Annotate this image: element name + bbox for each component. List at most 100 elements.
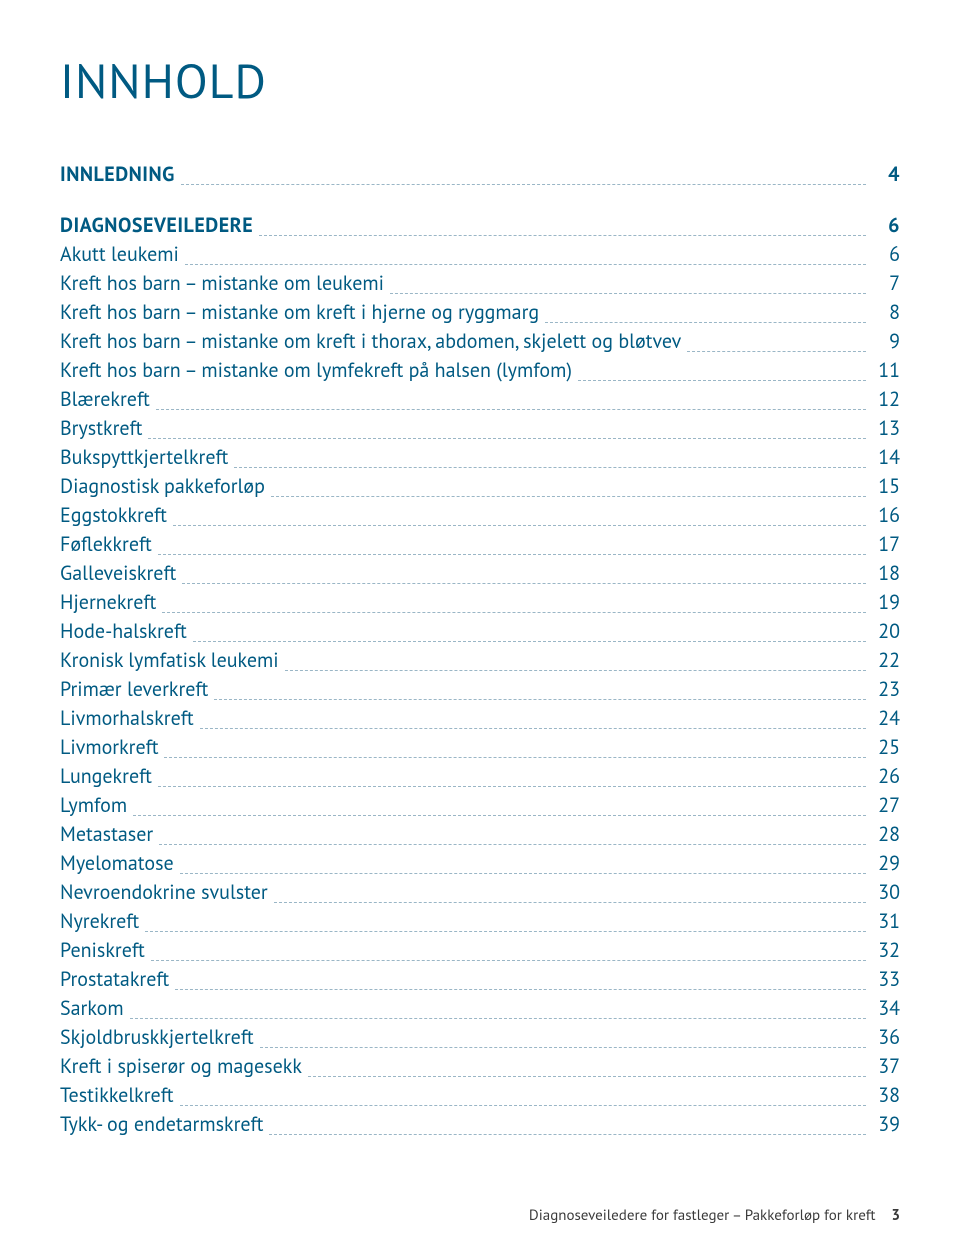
page-footer: Diagnoseveiledere for fastleger – Pakkef… bbox=[529, 1206, 900, 1225]
toc-leader-dots bbox=[173, 512, 866, 530]
toc-row: Myelomatose 29 bbox=[60, 849, 900, 878]
toc-page-number: 39 bbox=[872, 1110, 900, 1139]
toc-entry-label: Kreft i spiserør og magesekk bbox=[60, 1052, 302, 1081]
toc-row: Hode-halskreft20 bbox=[60, 617, 900, 646]
toc-entry-label: Skjoldbruskkjertelkreft bbox=[60, 1023, 254, 1052]
toc-page-number: 37 bbox=[872, 1052, 900, 1081]
toc-section-heading: DIAGNOSEVEILEDERE bbox=[60, 211, 253, 240]
toc-entry-label: Testikkelkreft bbox=[60, 1081, 174, 1110]
toc-page-number: 6 bbox=[872, 240, 900, 269]
toc-row: Tykk- og endetarmskreft39 bbox=[60, 1110, 900, 1139]
toc-leader-dots bbox=[133, 802, 866, 820]
toc-entry-label: Nyrekreft bbox=[60, 907, 139, 936]
toc-entry-label: Galleveiskreft bbox=[60, 559, 176, 588]
toc-page-number: 8 bbox=[872, 298, 900, 327]
toc-entry-label: Lymfom bbox=[60, 791, 127, 820]
toc-entry-label: Brystkreft bbox=[60, 414, 142, 443]
toc-row: Eggstokkreft 16 bbox=[60, 501, 900, 530]
toc-page-number: 13 bbox=[872, 414, 900, 443]
toc-entry-label: Myelomatose bbox=[60, 849, 174, 878]
page-title: INNHOLD bbox=[60, 50, 900, 112]
toc-page-number: 32 bbox=[872, 936, 900, 965]
toc-row: Kreft hos barn – mistanke om kreft i tho… bbox=[60, 327, 900, 356]
toc-leader-dots bbox=[214, 686, 866, 704]
toc-row: Skjoldbruskkjertelkreft36 bbox=[60, 1023, 900, 1052]
toc-entry-label: Diagnostisk pakkeforløp bbox=[60, 472, 265, 501]
toc-entry-label: Livmorkreft bbox=[60, 733, 158, 762]
toc-leader-dots bbox=[151, 947, 866, 965]
toc-leader-dots bbox=[308, 1063, 866, 1081]
toc-entry-label: Føflekkreft bbox=[60, 530, 152, 559]
toc-row: Sarkom34 bbox=[60, 994, 900, 1023]
toc-entry-label: Blærekreft bbox=[60, 385, 150, 414]
toc-page-number: 4 bbox=[872, 160, 900, 189]
toc-page-number: 12 bbox=[872, 385, 900, 414]
toc-leader-dots bbox=[145, 918, 866, 936]
toc-leader-dots bbox=[259, 222, 866, 240]
toc-page-number: 16 bbox=[872, 501, 900, 530]
toc-row: Peniskreft 32 bbox=[60, 936, 900, 965]
toc-leader-dots bbox=[285, 657, 866, 675]
toc-leader-dots bbox=[234, 454, 866, 472]
toc-spacer bbox=[60, 189, 900, 211]
toc-row: Diagnostisk pakkeforløp15 bbox=[60, 472, 900, 501]
toc-leader-dots bbox=[180, 860, 866, 878]
toc-page-number: 14 bbox=[872, 443, 900, 472]
toc-leader-dots bbox=[274, 889, 866, 907]
toc-entry-label: Metastaser bbox=[60, 820, 153, 849]
toc-page-number: 26 bbox=[872, 762, 900, 791]
toc-entry-label: Eggstokkreft bbox=[60, 501, 167, 530]
toc-leader-dots bbox=[175, 976, 866, 994]
toc-row: Blærekreft 12 bbox=[60, 385, 900, 414]
toc-leader-dots bbox=[158, 541, 866, 559]
toc-leader-dots bbox=[271, 483, 866, 501]
toc-entry-label: Kreft hos barn – mistanke om kreft i tho… bbox=[60, 327, 681, 356]
toc-page-number: 33 bbox=[872, 965, 900, 994]
toc-leader-dots bbox=[180, 1092, 866, 1110]
toc-row: Kronisk lymfatisk leukemi22 bbox=[60, 646, 900, 675]
toc-entry-label: Livmorhalskreft bbox=[60, 704, 194, 733]
toc-row: Metastaser 28 bbox=[60, 820, 900, 849]
toc-page-number: 29 bbox=[872, 849, 900, 878]
toc-entry-label: Kreft hos barn – mistanke om lymfekreft … bbox=[60, 356, 572, 385]
toc-entry-label: Lungekreft bbox=[60, 762, 152, 791]
toc-leader-dots bbox=[156, 396, 866, 414]
toc-section-heading: INNLEDNING bbox=[60, 160, 175, 189]
toc-leader-dots bbox=[260, 1034, 866, 1052]
toc-page-number: 30 bbox=[872, 878, 900, 907]
toc-entry-label: Bukspyttkjertelkreft bbox=[60, 443, 228, 472]
toc-row: INNLEDNING 4 bbox=[60, 160, 900, 189]
toc-row: Brystkreft 13 bbox=[60, 414, 900, 443]
toc-leader-dots bbox=[148, 425, 866, 443]
toc-leader-dots bbox=[181, 171, 866, 189]
toc-leader-dots bbox=[545, 309, 866, 327]
toc-page-number: 20 bbox=[872, 617, 900, 646]
toc-page-number: 38 bbox=[872, 1081, 900, 1110]
toc-page-number: 22 bbox=[872, 646, 900, 675]
toc-row: Kreft i spiserør og magesekk 37 bbox=[60, 1052, 900, 1081]
toc-leader-dots bbox=[390, 280, 866, 298]
toc-leader-dots bbox=[162, 599, 866, 617]
toc-row: Bukspyttkjertelkreft 14 bbox=[60, 443, 900, 472]
toc-row: Nyrekreft31 bbox=[60, 907, 900, 936]
toc-row: Lungekreft 26 bbox=[60, 762, 900, 791]
toc-page-number: 18 bbox=[872, 559, 900, 588]
toc-leader-dots bbox=[687, 338, 866, 356]
toc-row: Føflekkreft17 bbox=[60, 530, 900, 559]
toc-page-number: 11 bbox=[872, 356, 900, 385]
toc-row: Lymfom27 bbox=[60, 791, 900, 820]
toc-leader-dots bbox=[578, 367, 866, 385]
toc-row: Kreft hos barn – mistanke om lymfekreft … bbox=[60, 356, 900, 385]
toc-page-number: 24 bbox=[872, 704, 900, 733]
toc-page-number: 19 bbox=[872, 588, 900, 617]
toc-entry-label: Prostatakreft bbox=[60, 965, 169, 994]
toc-entry-label: Sarkom bbox=[60, 994, 124, 1023]
toc-page-number: 28 bbox=[872, 820, 900, 849]
toc-row: Livmorkreft25 bbox=[60, 733, 900, 762]
toc-page-number: 7 bbox=[872, 269, 900, 298]
table-of-contents: INNLEDNING4DIAGNOSEVEILEDERE6Akutt leuke… bbox=[60, 160, 900, 1139]
toc-leader-dots bbox=[269, 1121, 866, 1139]
footer-page-number: 3 bbox=[891, 1206, 900, 1225]
toc-entry-label: Peniskreft bbox=[60, 936, 145, 965]
toc-entry-label: Primær leverkreft bbox=[60, 675, 208, 704]
